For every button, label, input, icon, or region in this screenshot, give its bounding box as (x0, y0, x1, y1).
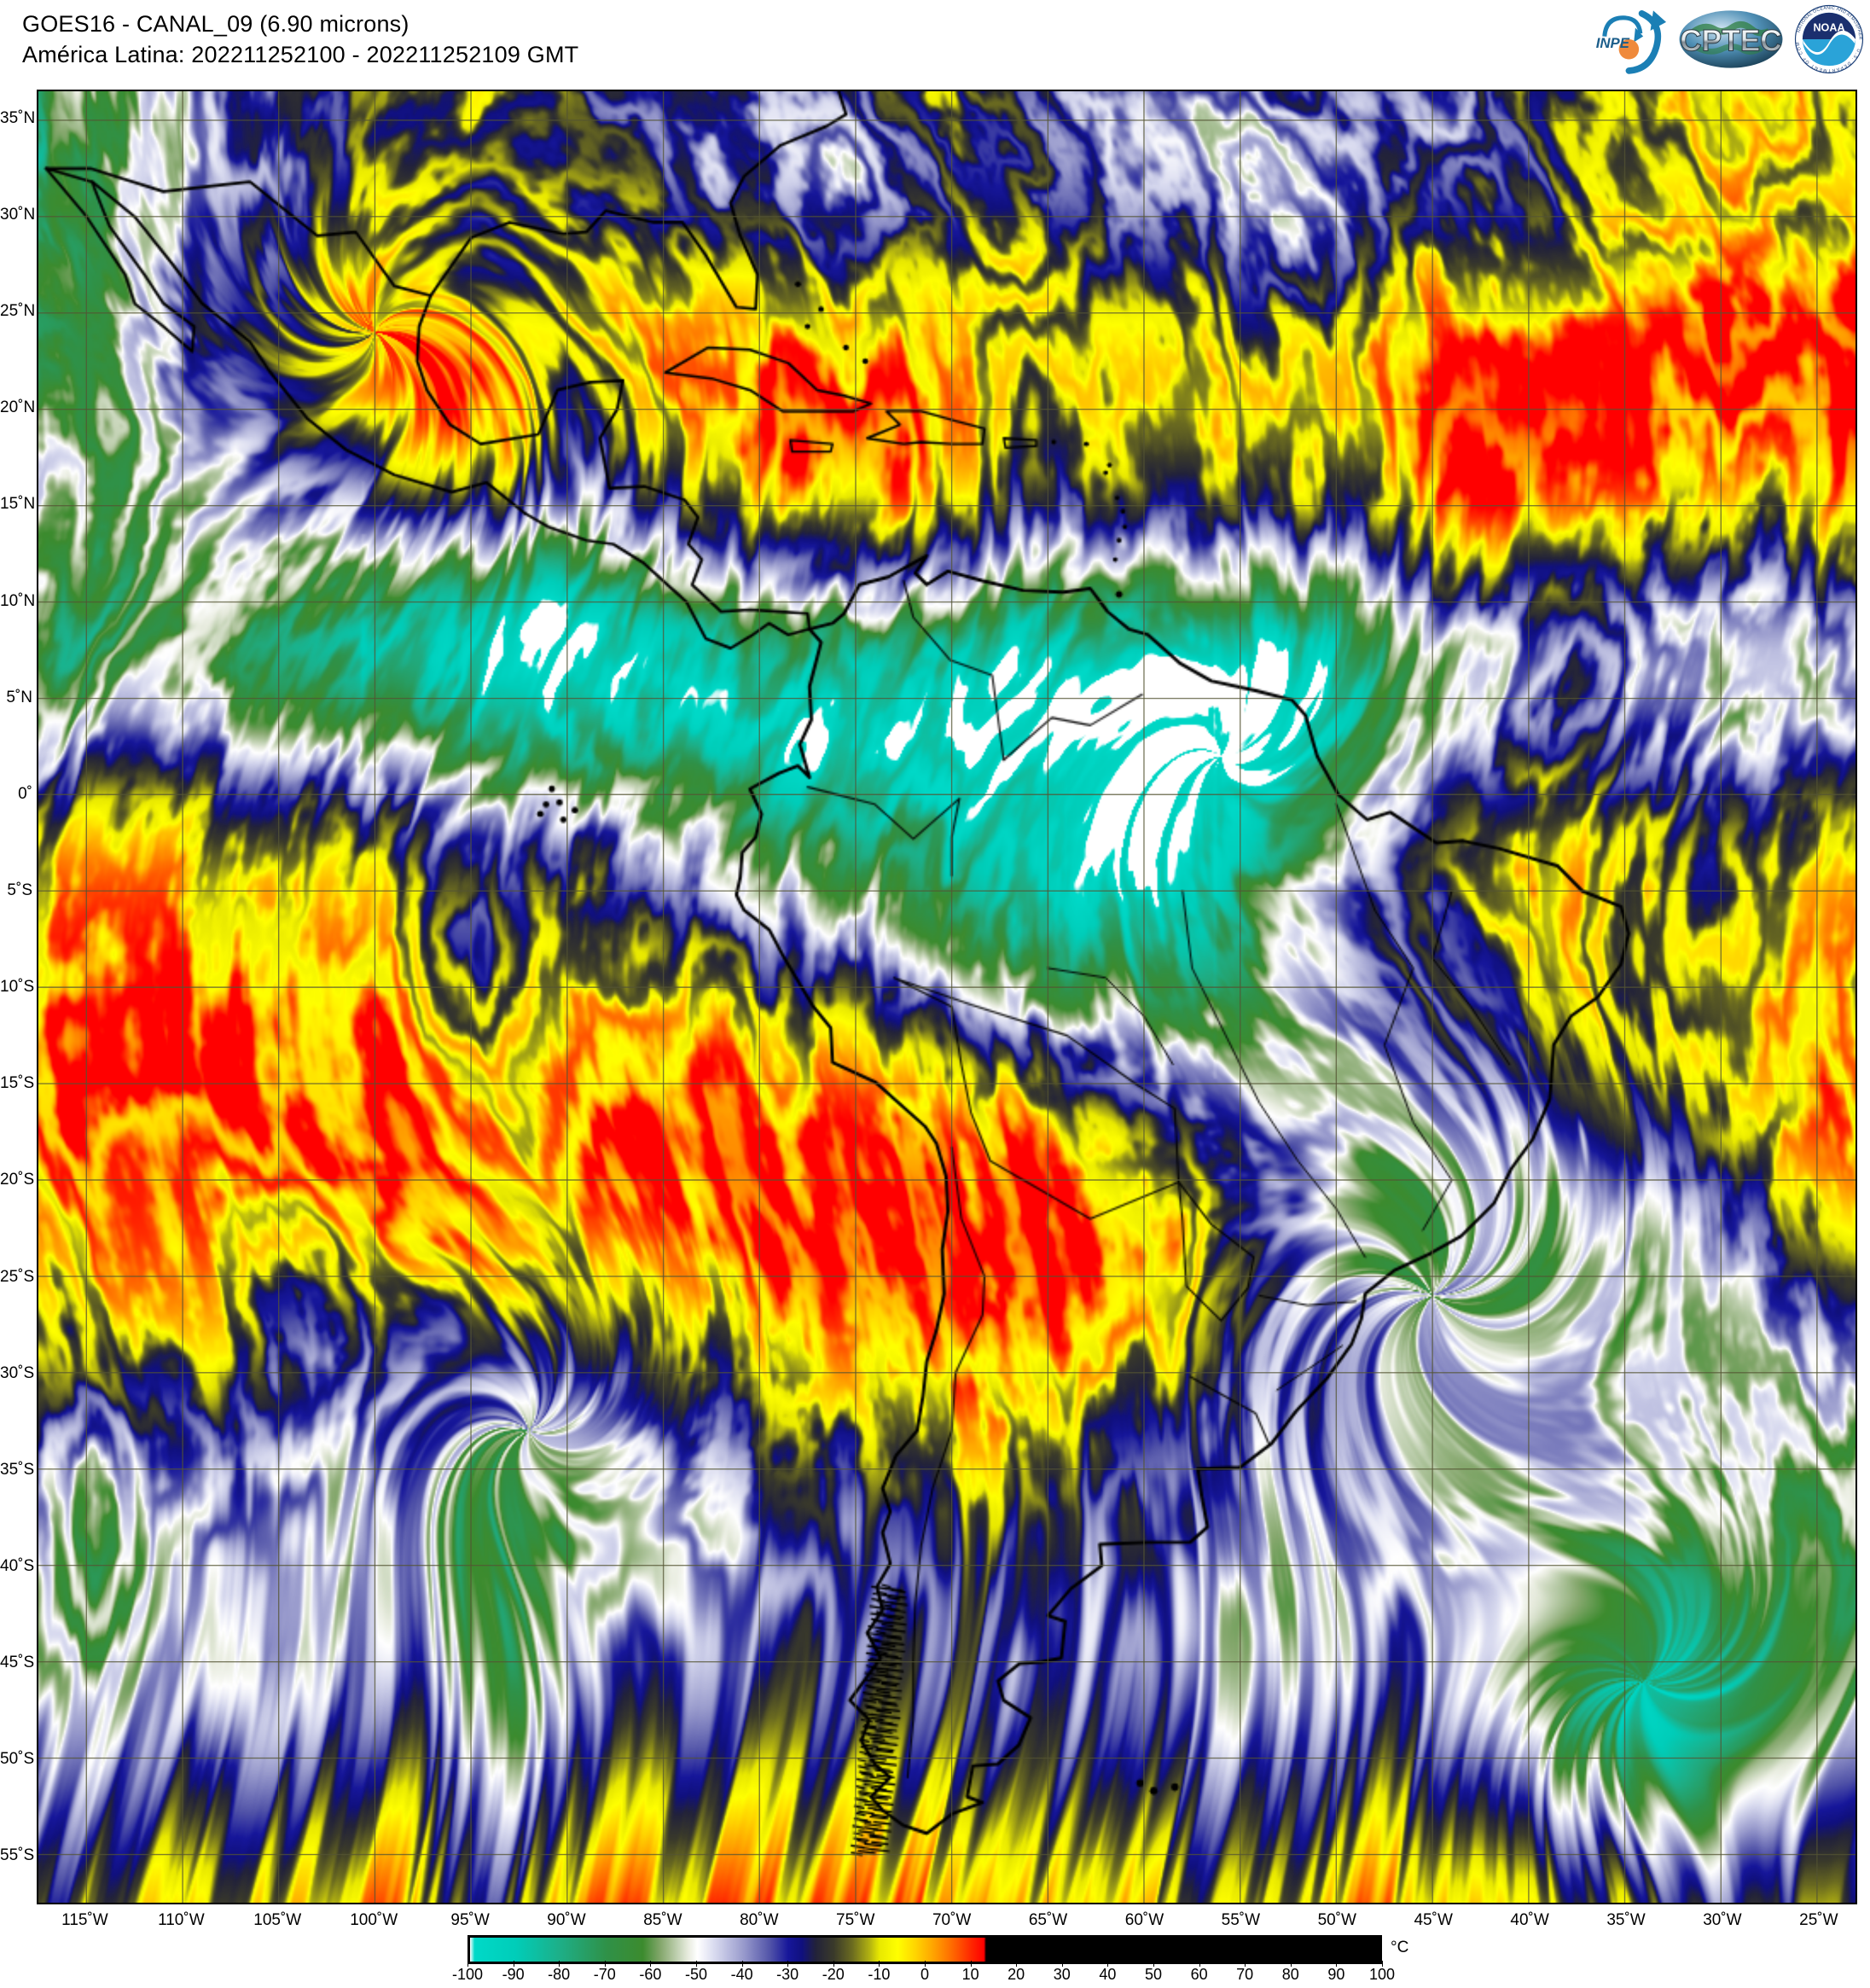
lat-tick-label: 15˚S (0, 1074, 35, 1093)
lat-tick-label: 50˚S (0, 1750, 35, 1769)
lon-tick-label: 30˚W (1703, 1911, 1742, 1929)
colorbar-tick: -100 (451, 1966, 484, 1983)
lat-tick-label: 0˚ (18, 784, 32, 803)
colorbar-tickmark (970, 1961, 972, 1967)
colorbar-tickmark (604, 1961, 606, 1967)
lat-tick-label: 15˚N (0, 495, 36, 514)
colorbar-gradient (468, 1935, 1382, 1964)
colorbar-tick: -90 (502, 1966, 525, 1983)
colorbar-tick: 10 (961, 1966, 979, 1983)
colorbar-tickmark (1153, 1961, 1154, 1967)
colorbar-tickmark (696, 1961, 697, 1967)
colorbar-tick: 20 (1008, 1966, 1025, 1983)
cptec-logo: CPTEC (1679, 10, 1783, 68)
colorbar-unit-label: °C (1391, 1939, 1409, 1956)
lat-tick-label: 45˚S (0, 1654, 35, 1672)
colorbar-tick: 60 (1190, 1966, 1208, 1983)
lat-tick-label: 10˚N (0, 591, 36, 610)
colorbar-tick: 80 (1281, 1966, 1299, 1983)
lat-tick-label: 25˚S (0, 1267, 35, 1286)
colorbar-tick: -30 (776, 1966, 799, 1983)
colorbar-tickmark (833, 1961, 834, 1967)
colorbar-tick: -40 (730, 1966, 753, 1983)
lon-tick-label: 55˚W (1221, 1911, 1261, 1929)
lon-tick-label: 85˚W (643, 1911, 682, 1929)
colorbar-tickmark (879, 1961, 880, 1967)
colorbar-tickmark (1245, 1961, 1246, 1967)
colorbar-tick-labels: -100 -90 -80 -70 -60 -50 -40 -30 -20 -10 0 10 20 30 40… (452, 1961, 1395, 1988)
lat-tick-label: 5˚N (6, 688, 32, 706)
lon-tick-label: 35˚W (1606, 1911, 1646, 1929)
title-block: GOES16 - CANAL_09 (6.90 microns) América… (22, 9, 578, 70)
noaa-logo: NOAA NATIONAL OCEANIC AND ATMOSPHERIC AD… (1793, 3, 1864, 74)
lat-tick-label: 5˚S (7, 881, 32, 900)
colorbar-tickmark (741, 1961, 743, 1967)
lat-tick-label: 30˚N (0, 206, 36, 224)
lon-tick-label: 95˚W (450, 1911, 490, 1929)
lon-tick-label: 100˚W (350, 1911, 398, 1929)
colorbar-tickmark (559, 1961, 560, 1967)
svg-text:CPTEC: CPTEC (1680, 24, 1782, 57)
colorbar-tick: 0 (920, 1966, 930, 1983)
colorbar-tickmark (1336, 1961, 1338, 1967)
lon-tick-label: 40˚W (1510, 1911, 1549, 1929)
colorbar-tickmark (1016, 1961, 1018, 1967)
colorbar-tickmark (1061, 1961, 1063, 1967)
lon-tick-label: 80˚W (740, 1911, 779, 1929)
lat-tick-label: 20˚N (0, 398, 36, 417)
colorbar-tickmark (787, 1961, 789, 1967)
header-bar: GOES16 - CANAL_09 (6.90 microns) América… (0, 0, 1870, 90)
lon-tick-label: 45˚W (1414, 1911, 1453, 1929)
colorbar-tick: 90 (1327, 1966, 1345, 1983)
noaa-logo-wordmark: NOAA (1813, 22, 1844, 34)
lon-tick-label: 110˚W (158, 1911, 205, 1929)
colorbar-tick: -20 (822, 1966, 845, 1983)
colorbar-tick: 40 (1099, 1966, 1117, 1983)
region-time-line: América Latina: 202211252100 - 202211252… (22, 42, 579, 68)
colorbar-tick: 50 (1144, 1966, 1163, 1983)
agency-logo-strip: INPE CPTEC (1590, 2, 1865, 77)
lon-tick-label: 65˚W (1028, 1911, 1068, 1929)
lon-tick-label: 25˚W (1799, 1911, 1838, 1929)
lon-tick-label: 115˚W (61, 1911, 108, 1929)
lat-tick-label: 30˚S (0, 1363, 35, 1382)
colorbar-tickmark (650, 1961, 652, 1967)
lat-tick-label: 35˚N (0, 108, 36, 127)
product-title-line: GOES16 - CANAL_09 (6.90 microns) (22, 11, 409, 37)
colorbar-tick: -70 (593, 1966, 616, 1983)
colorbar-tick: 100 (1368, 1966, 1396, 1983)
colorbar-tick: -80 (548, 1966, 571, 1983)
lat-tick-label: 35˚S (0, 1460, 35, 1479)
colorbar-tickmark (1107, 1961, 1109, 1967)
temperature-colorbar[interactable] (468, 1935, 1382, 1964)
satellite-imagery-layer (38, 91, 1855, 1903)
colorbar-tick: -10 (868, 1966, 891, 1983)
colorbar-tick: -50 (684, 1966, 708, 1983)
lon-tick-label: 75˚W (836, 1911, 875, 1929)
graticule-layer (38, 91, 1855, 1903)
lon-tick-label: 60˚W (1124, 1911, 1164, 1929)
lat-tick-label: 25˚N (0, 302, 36, 321)
lon-tick-label: 50˚W (1317, 1911, 1356, 1929)
lat-tick-label: 55˚S (0, 1846, 35, 1865)
lat-tick-label: 40˚S (0, 1557, 35, 1576)
lon-tick-label: 105˚W (253, 1911, 302, 1929)
satellite-map[interactable] (37, 90, 1857, 1904)
colorbar-tick: -60 (639, 1966, 662, 1983)
colorbar-tickmark (1290, 1961, 1292, 1967)
lat-tick-label: 10˚S (0, 978, 35, 997)
lon-tick-label: 90˚W (547, 1911, 586, 1929)
colorbar-tick: 30 (1053, 1966, 1071, 1983)
svg-text:INPE: INPE (1595, 35, 1629, 51)
colorbar-tick: 70 (1236, 1966, 1254, 1983)
colorbar-tickmark (925, 1961, 926, 1967)
inpe-logo: INPE (1595, 9, 1666, 74)
colorbar-tickmark (1199, 1961, 1200, 1967)
colorbar-tickmark (1382, 1961, 1383, 1967)
lat-tick-label: 20˚S (0, 1171, 35, 1189)
lon-tick-label: 70˚W (932, 1911, 972, 1929)
